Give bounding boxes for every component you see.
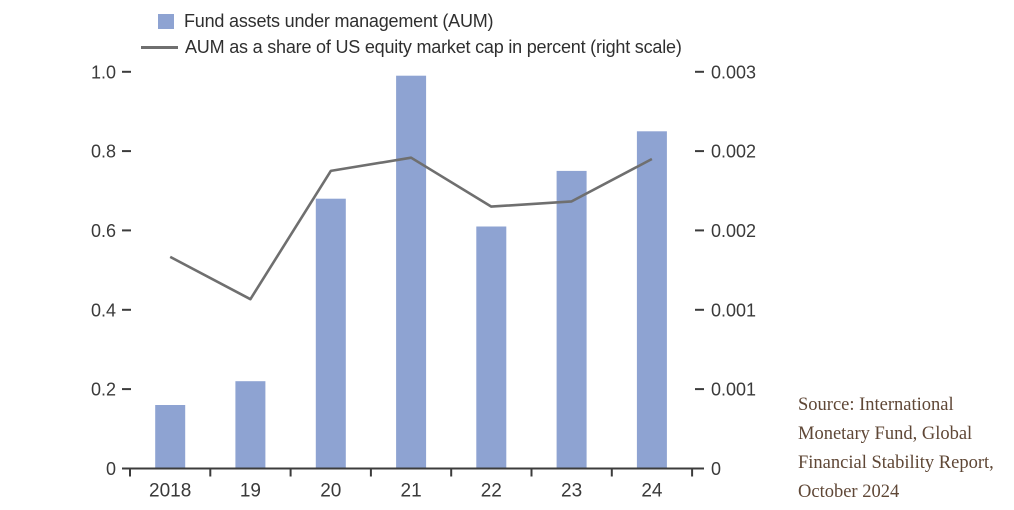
x-tick-label: 24	[641, 481, 663, 502]
right-tick-label: 0.002	[711, 142, 756, 162]
aum-bar	[155, 405, 186, 469]
left-tick-label: 0.4	[91, 300, 116, 320]
left-tick-label: 0.2	[91, 380, 116, 400]
aum-bar	[396, 75, 427, 469]
right-tick-label: 0.001	[711, 300, 756, 320]
source-note-line: Financial Stability Report,	[798, 453, 994, 473]
left-tick-label: 0.6	[91, 221, 116, 241]
aum-share-line	[169, 156, 653, 301]
aum-bar	[315, 198, 346, 469]
right-tick-label: 0.003	[711, 62, 756, 82]
legend-item-bar: Fund assets under management (AUM)	[158, 11, 494, 32]
aum-bar	[235, 381, 266, 469]
legend-line-label: AUM as a share of US equity market cap i…	[185, 37, 682, 57]
legend-item-line: AUM as a share of US equity market cap i…	[141, 37, 682, 58]
right-tick-label: 0.002	[711, 221, 756, 241]
right-tick-label: 0	[711, 459, 721, 479]
left-tick-label: 1.0	[91, 62, 116, 82]
source-note-line: Source: International	[798, 395, 954, 415]
x-tick-label: 23	[561, 481, 582, 502]
bar-swatch-icon	[158, 14, 174, 29]
line-swatch-icon	[141, 46, 178, 49]
aum-bar	[476, 226, 507, 469]
left-tick-label: 0.8	[91, 142, 116, 162]
legend-bar-label: Fund assets under management (AUM)	[184, 11, 494, 31]
source-note-line: October 2024	[798, 482, 900, 502]
left-tick-label: 0	[106, 459, 116, 479]
aum-bar	[556, 170, 587, 469]
source-note: Source: International Monetary Fund, Glo…	[798, 391, 1010, 507]
x-tick-label: 22	[481, 481, 502, 502]
aum-bar	[636, 131, 667, 469]
x-tick-label: 19	[240, 481, 261, 502]
x-tick-label: 21	[401, 481, 422, 502]
x-tick-label: 2018	[149, 481, 191, 502]
source-note-line: Monetary Fund, Global	[798, 424, 973, 444]
x-tick-label: 20	[320, 481, 341, 502]
right-tick-label: 0.001	[711, 380, 756, 400]
